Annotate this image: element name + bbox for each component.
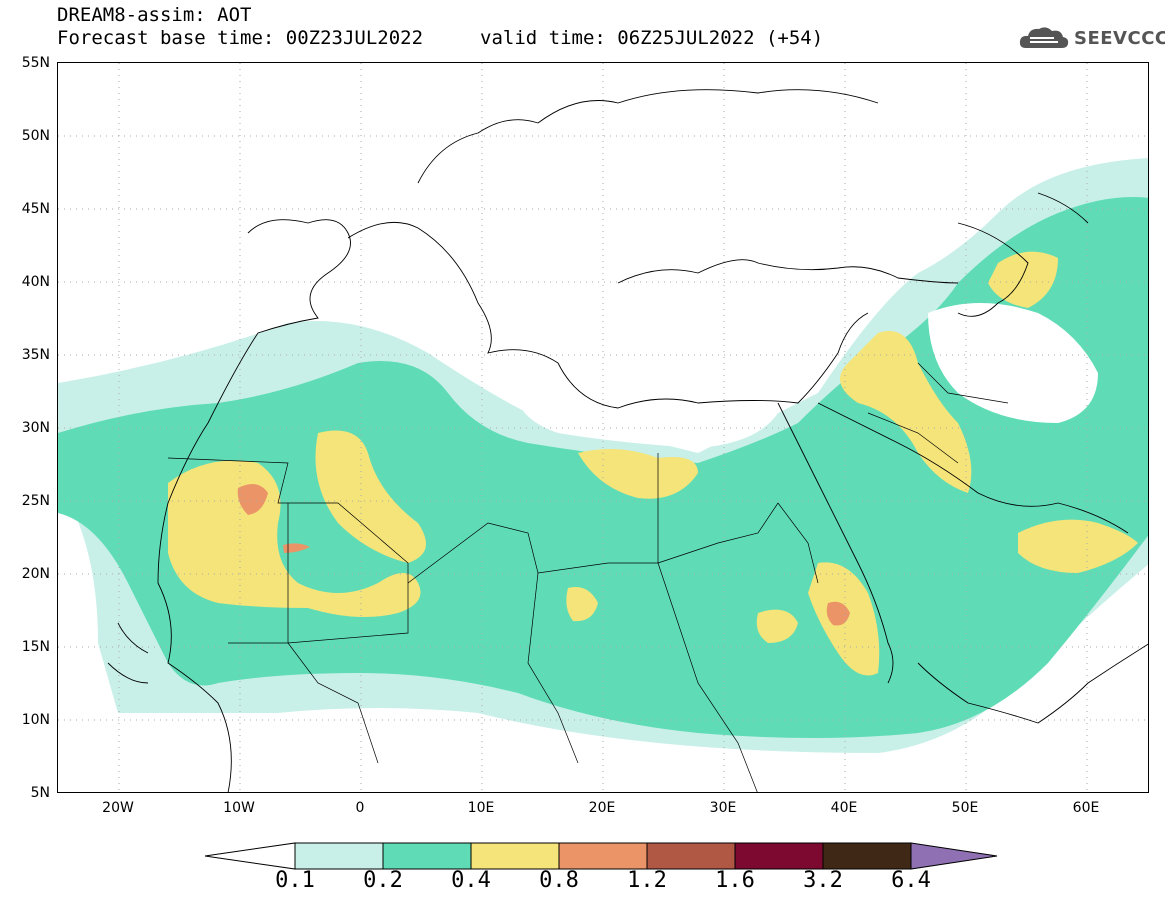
colorbar-under-arrow <box>205 842 296 870</box>
valid-time: valid time: 06Z25JUL2022 (+54) <box>480 27 824 49</box>
lon-label-20w: 20W <box>102 800 134 816</box>
colorbar-label-0-2: 0.2 <box>363 868 403 893</box>
aot-colorbar <box>205 842 998 870</box>
cloud-logo-icon <box>1019 27 1069 48</box>
country-borders <box>167 362 1009 792</box>
lon-label-10w: 10W <box>223 800 255 816</box>
aot-map <box>58 63 1148 792</box>
lat-label-45n: 45N <box>21 201 50 217</box>
colorbar-label-0-8: 0.8 <box>539 868 579 893</box>
colorbar-label-1-6: 1.6 <box>715 868 755 893</box>
colorbar-bin-3-2 <box>822 842 912 870</box>
chart-title: DREAM8-assim: AOT <box>57 4 252 26</box>
colorbar-label-0-4: 0.4 <box>451 868 491 893</box>
lon-label-30e: 30E <box>709 800 737 816</box>
lat-label-10n: 10N <box>21 712 50 728</box>
colorbar-bin-1-2 <box>646 842 736 870</box>
lon-label-20e: 20E <box>588 800 616 816</box>
lat-label-5n: 5N <box>30 785 50 801</box>
colorbar-bin-0-1 <box>294 842 384 870</box>
seevccc-logo: SEEVCCC <box>1018 24 1165 52</box>
lon-label-0: 0 <box>355 800 365 816</box>
colorbar-over-arrow <box>910 842 998 870</box>
aot-field-0-8 <box>237 484 850 626</box>
lat-label-35n: 35N <box>21 347 50 363</box>
lat-label-40n: 40N <box>21 274 50 290</box>
forecast-base-time: Forecast base time: 00Z23JUL2022 <box>57 27 424 49</box>
lat-label-50n: 50N <box>21 128 50 144</box>
colorbar-bin-0-2 <box>382 842 472 870</box>
colorbar-label-1-2: 1.2 <box>627 868 667 893</box>
colorbar-bin-0-4 <box>470 842 560 870</box>
colorbar-bin-0-8 <box>558 842 648 870</box>
lat-label-55n: 55N <box>21 55 50 71</box>
aot-clear-areas <box>58 63 1148 448</box>
colorbar-label-3-2: 3.2 <box>803 868 843 893</box>
lon-label-10e: 10E <box>467 800 495 816</box>
coastlines <box>107 89 1148 792</box>
lat-label-20n: 20N <box>21 566 50 582</box>
lon-label-60e: 60E <box>1072 800 1100 816</box>
graticule <box>58 63 1148 792</box>
lon-label-40e: 40E <box>830 800 858 816</box>
aot-field-0-4 <box>168 251 1138 676</box>
logo-text: SEEVCCC <box>1074 27 1165 49</box>
lon-label-50e: 50E <box>951 800 979 816</box>
map-panel <box>57 62 1149 793</box>
colorbar-label-0-1: 0.1 <box>275 868 315 893</box>
colorbar-bin-1-6 <box>734 842 824 870</box>
lat-label-30n: 30N <box>21 420 50 436</box>
lat-label-15n: 15N <box>21 639 50 655</box>
lat-label-25n: 25N <box>21 493 50 509</box>
colorbar-label-6-4: 6.4 <box>891 868 931 893</box>
